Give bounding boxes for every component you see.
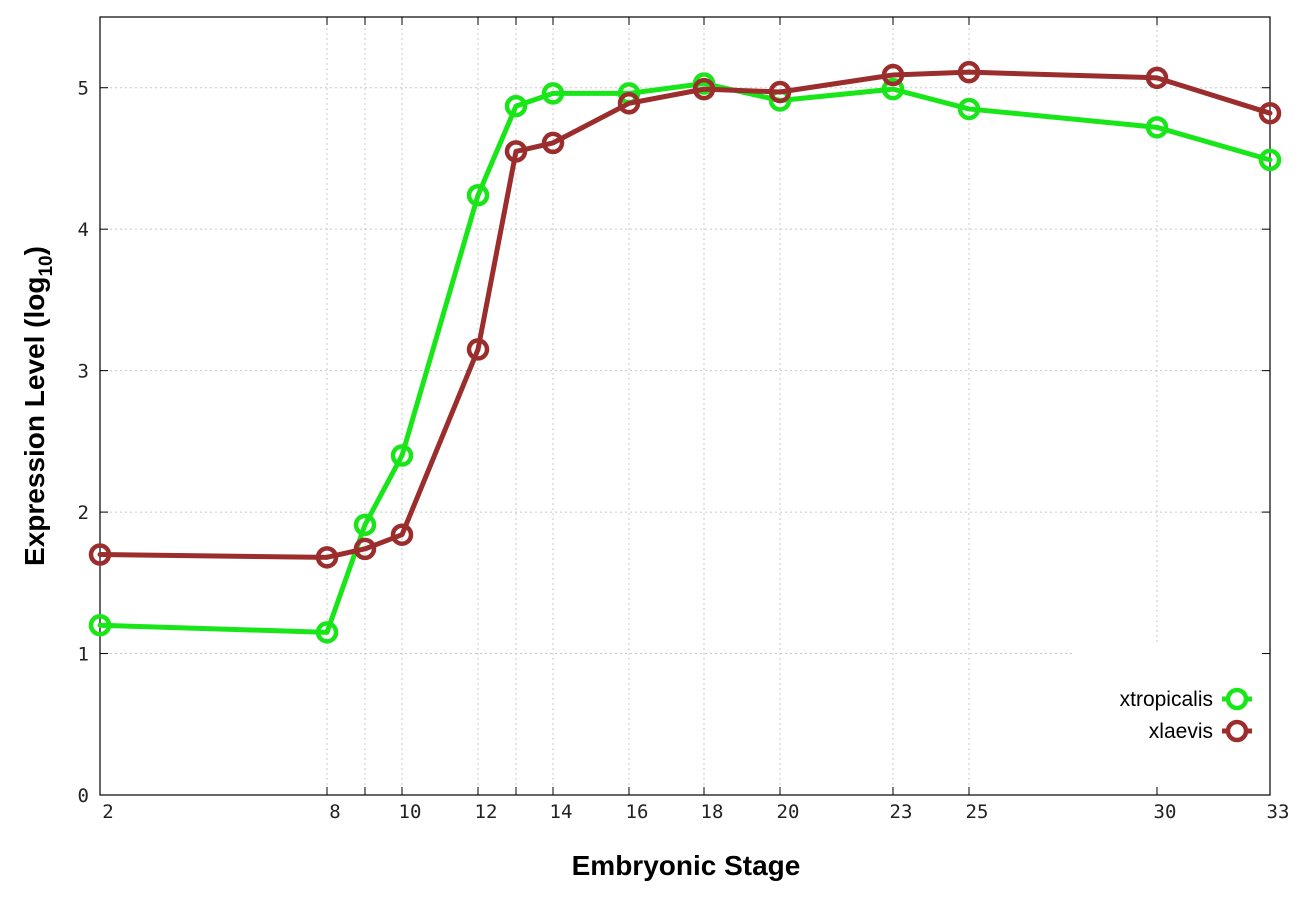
series-line-xlaevis bbox=[97, 69, 1273, 560]
y-axis-title-text: Expression Level (log bbox=[19, 277, 50, 566]
data-point-xlaevis bbox=[390, 523, 414, 546]
x-tick-label: 18 bbox=[701, 801, 724, 823]
data-point-xlaevis bbox=[315, 546, 339, 569]
data-point-xtropicalis bbox=[88, 614, 112, 637]
data-point-xlaevis bbox=[957, 60, 981, 84]
x-axis-title: Embryonic Stage bbox=[572, 850, 801, 881]
data-point-xlaevis bbox=[353, 537, 377, 561]
data-point-xtropicalis bbox=[466, 183, 490, 207]
legend-marker-xlaevis bbox=[1225, 719, 1249, 743]
legend-label-xtropicalis: xtropicalis bbox=[1120, 688, 1213, 711]
data-point-xlaevis bbox=[504, 140, 528, 163]
data-point-xlaevis bbox=[88, 543, 112, 566]
data-point-xlaevis bbox=[541, 131, 565, 155]
series-layer bbox=[88, 60, 1282, 644]
data-point-xtropicalis bbox=[1258, 148, 1282, 172]
y-axis-title-suffix: ) bbox=[19, 246, 50, 255]
data-point-xtropicalis bbox=[1145, 116, 1169, 139]
data-point-xlaevis bbox=[881, 63, 905, 87]
legend: xtropicalis xlaevis bbox=[1120, 687, 1252, 743]
data-point-xtropicalis bbox=[504, 94, 528, 118]
data-point-xtropicalis bbox=[541, 82, 565, 105]
x-tick-label: 25 bbox=[966, 801, 989, 823]
x-tick-label: 33 bbox=[1267, 801, 1290, 823]
y-tick-label: 0 bbox=[78, 785, 89, 807]
legend-marker-xtropicalis bbox=[1225, 687, 1249, 711]
x-tick-label: 10 bbox=[399, 801, 422, 823]
x-tick-label: 30 bbox=[1154, 801, 1177, 823]
y-tick-label: 3 bbox=[78, 361, 89, 383]
y-tick-label: 5 bbox=[78, 78, 89, 100]
x-tick-label: 8 bbox=[329, 801, 340, 823]
data-point-xtropicalis bbox=[353, 513, 377, 537]
data-point-xlaevis bbox=[692, 77, 716, 101]
series-xtropicalis bbox=[88, 72, 1282, 644]
series-xlaevis bbox=[88, 60, 1282, 569]
y-tick-label: 1 bbox=[78, 644, 89, 666]
data-point-xlaevis bbox=[1145, 66, 1169, 90]
x-tick-label: 2 bbox=[102, 801, 113, 823]
x-tick-label: 12 bbox=[475, 801, 498, 823]
data-point-xlaevis bbox=[1258, 101, 1282, 125]
data-point-xtropicalis bbox=[390, 444, 414, 467]
data-point-xtropicalis bbox=[315, 621, 339, 644]
y-tick-label: 4 bbox=[78, 219, 89, 241]
series-line-xtropicalis bbox=[97, 80, 1273, 635]
data-point-xlaevis bbox=[617, 92, 641, 115]
legend-label-xlaevis: xlaevis bbox=[1149, 720, 1213, 743]
data-point-xtropicalis bbox=[957, 97, 981, 121]
data-point-xlaevis bbox=[466, 338, 490, 361]
data-point-xtropicalis bbox=[881, 77, 905, 101]
data-point-xlaevis bbox=[768, 80, 792, 104]
y-axis-title: Expression Level (log10) bbox=[19, 246, 57, 566]
grid-layer bbox=[100, 17, 1270, 795]
x-tick-label: 16 bbox=[626, 801, 649, 823]
x-tick-label: 20 bbox=[777, 801, 800, 823]
x-tick-label: 14 bbox=[550, 801, 573, 823]
plot-frame bbox=[99, 16, 1271, 796]
y-axis-title-subscript: 10 bbox=[36, 255, 57, 276]
y-tick-label: 2 bbox=[78, 502, 89, 524]
x-tick-label: 23 bbox=[890, 801, 913, 823]
